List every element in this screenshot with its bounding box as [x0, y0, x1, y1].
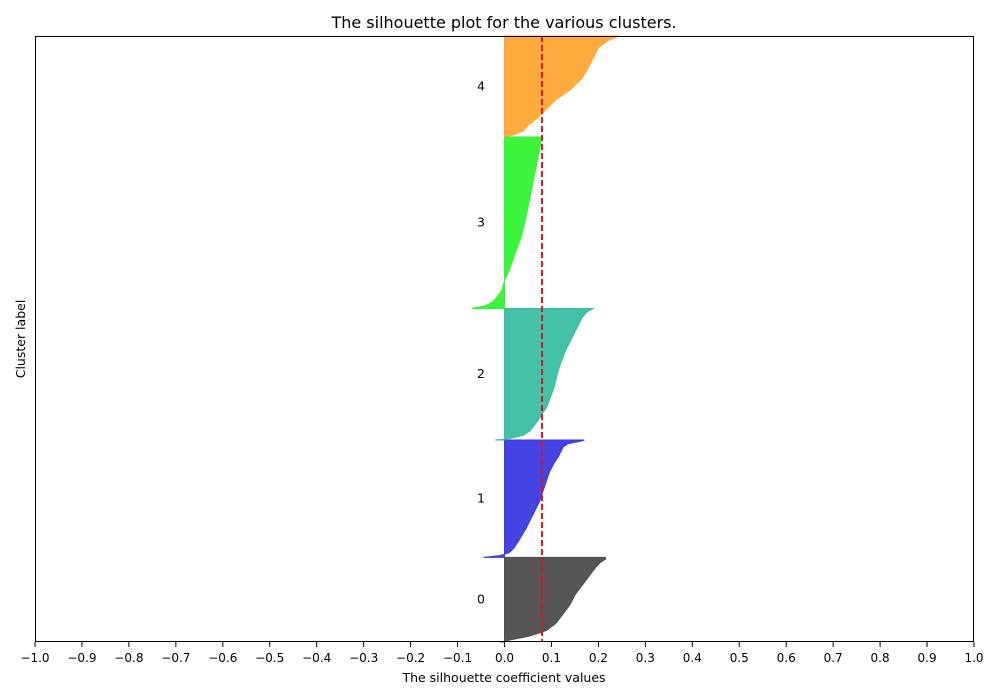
x-tick-label: −0.6 — [208, 651, 237, 665]
chart-title: The silhouette plot for the various clus… — [330, 13, 676, 32]
cluster-2-area — [495, 308, 594, 441]
y-axis-label: Cluster label — [13, 300, 28, 379]
x-tick-label: 0.5 — [730, 651, 749, 665]
x-tick-label: −0.4 — [302, 651, 331, 665]
x-tick-label: 0.2 — [589, 651, 608, 665]
cluster-0-area — [499, 556, 606, 643]
x-tick-label: 0.3 — [636, 651, 655, 665]
x-tick-label: 0.0 — [495, 651, 514, 665]
cluster-label-3: 3 — [477, 215, 485, 230]
plot-frame — [35, 36, 974, 642]
x-tick-label: −0.3 — [349, 651, 378, 665]
cluster-4-area — [504, 35, 620, 138]
cluster-label-1: 1 — [477, 491, 485, 506]
x-tick-label: 0.4 — [683, 651, 702, 665]
x-tick-label: −0.9 — [67, 651, 96, 665]
x-tick-label: −1.0 — [20, 651, 49, 665]
x-tick-label: −0.5 — [255, 651, 284, 665]
x-tick-label: 0.1 — [542, 651, 561, 665]
cluster-areas — [471, 35, 620, 643]
cluster-1-area — [483, 439, 585, 558]
cluster-label-4: 4 — [477, 79, 485, 94]
cluster-3-area — [471, 136, 543, 309]
x-tick-label: −0.7 — [161, 651, 190, 665]
x-tick-label: −0.8 — [114, 651, 143, 665]
cluster-labels: 0 1 2 3 4 — [477, 79, 485, 607]
x-tick-label: 0.8 — [871, 651, 890, 665]
x-axis-label: The silhouette coefficient values — [401, 670, 605, 685]
x-tick-label: 1.0 — [964, 651, 983, 665]
cluster-label-2: 2 — [477, 366, 485, 381]
x-axis-ticks: −1.0 −0.9 −0.8 −0.7 −0.6 −0.5 −0.4 −0.3 −0.2 −0.1… — [20, 642, 984, 665]
cluster-label-0: 0 — [477, 592, 485, 607]
x-tick-label: 0.6 — [777, 651, 796, 665]
x-tick-label: 0.7 — [824, 651, 843, 665]
x-tick-label: −0.1 — [443, 651, 472, 665]
x-tick-label: −0.2 — [396, 651, 425, 665]
x-tick-label: 0.9 — [918, 651, 937, 665]
